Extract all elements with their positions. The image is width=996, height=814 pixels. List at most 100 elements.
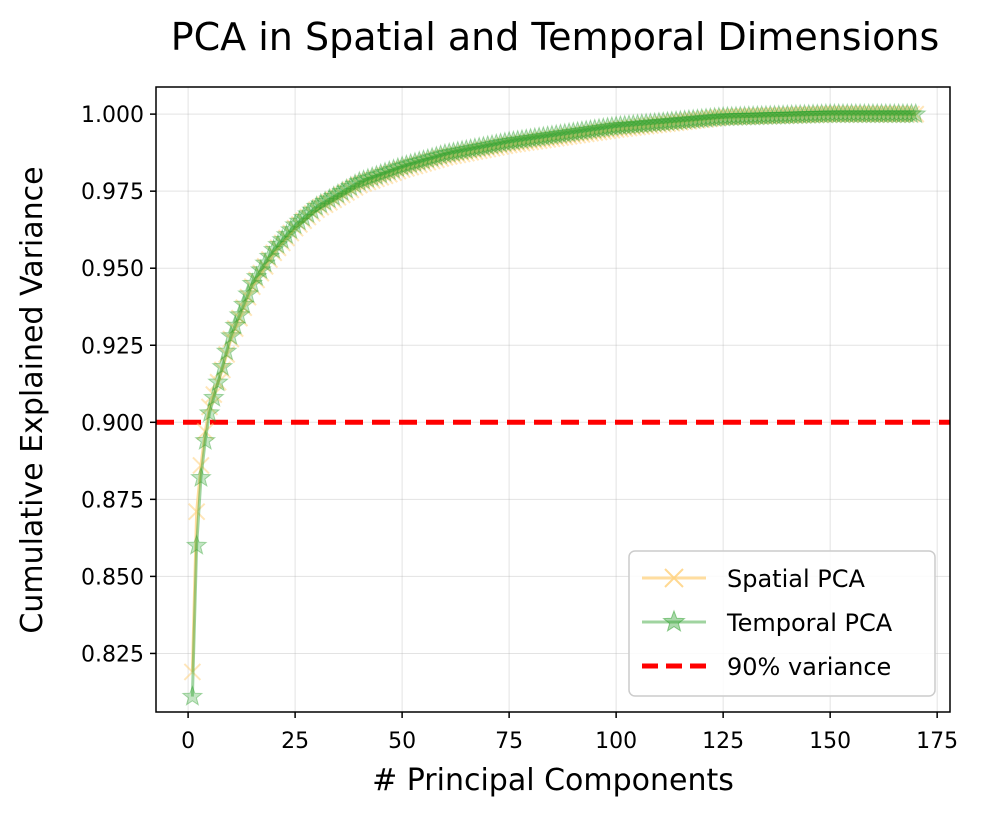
data-point	[571, 119, 593, 141]
data-point	[815, 102, 837, 124]
data-point	[324, 191, 343, 209]
data-point	[342, 181, 360, 199]
grid	[156, 87, 950, 712]
data-point	[618, 113, 640, 135]
data-point	[213, 361, 232, 379]
data-point	[337, 183, 356, 202]
data-point	[609, 114, 632, 136]
data-point	[669, 109, 692, 131]
data-point	[408, 150, 431, 171]
data-point	[868, 105, 886, 123]
x-axis-label: # Principal Components	[372, 763, 734, 798]
data-point	[810, 102, 833, 124]
data-point	[399, 152, 422, 174]
data-point	[836, 102, 859, 124]
data-point	[378, 159, 401, 181]
data-point	[322, 185, 345, 206]
data-point	[763, 104, 786, 125]
data-point	[761, 107, 779, 125]
data-point	[314, 190, 336, 211]
y-tick-label: 1.000	[81, 103, 144, 128]
data-point	[877, 105, 895, 123]
y-tick-label: 0.925	[81, 334, 144, 359]
data-point	[742, 104, 764, 126]
x-tick-label: 125	[702, 729, 744, 754]
data-point	[416, 147, 439, 169]
data-point	[327, 182, 349, 204]
data-point	[844, 102, 867, 124]
data-point	[566, 120, 589, 142]
data-point	[412, 148, 435, 170]
legend-box	[628, 550, 936, 697]
data-point	[765, 107, 784, 125]
data-point	[819, 102, 842, 124]
data-point	[506, 129, 529, 150]
data-point	[498, 130, 520, 152]
data-point	[232, 293, 255, 314]
data-point	[883, 102, 906, 124]
data-point	[297, 202, 319, 224]
data-point	[258, 245, 281, 266]
y-tick-label: 0.950	[81, 257, 144, 282]
data-point	[185, 534, 208, 555]
data-point	[755, 104, 777, 126]
data-point	[429, 143, 452, 165]
data-point	[183, 663, 202, 681]
data-point	[511, 128, 533, 150]
plot-frame	[155, 86, 951, 713]
data-point	[718, 108, 737, 126]
data-point	[853, 102, 876, 124]
data-point	[889, 105, 908, 123]
data-point	[558, 121, 580, 143]
data-point	[421, 146, 443, 168]
data-point	[665, 109, 687, 131]
y-tick-label: 0.875	[81, 488, 144, 513]
data-point	[902, 105, 921, 123]
data-point	[335, 177, 358, 199]
x-tick-label: 75	[495, 729, 523, 754]
data-point	[735, 107, 754, 126]
data-point	[588, 117, 610, 139]
data-point	[365, 164, 388, 186]
data-point	[707, 106, 730, 127]
data-point	[727, 108, 745, 126]
x-tick-label: 175	[916, 729, 958, 754]
data-point	[780, 103, 803, 125]
chart-title: PCA in Spatial and Temporal Dimensions	[171, 15, 940, 59]
data-point	[870, 102, 893, 124]
data-point	[630, 112, 653, 134]
data-point	[369, 162, 392, 184]
data-point	[703, 106, 726, 128]
data-point	[678, 108, 700, 130]
data-point	[720, 105, 743, 127]
data-point	[481, 133, 503, 155]
data-point	[864, 105, 882, 123]
data-point	[849, 102, 871, 124]
y-tick-label: 0.825	[81, 642, 144, 667]
data-point	[382, 158, 405, 179]
data-point	[222, 330, 240, 348]
legend-spatial-label: Spatial PCA	[727, 565, 865, 593]
data-point	[823, 102, 846, 124]
data-point	[239, 288, 257, 306]
data-point	[200, 398, 219, 416]
data-point	[812, 105, 831, 124]
data-point	[386, 156, 409, 178]
data-point	[464, 137, 486, 158]
data-point	[827, 102, 850, 124]
data-point	[438, 141, 461, 163]
data-point	[446, 140, 469, 161]
data-point	[220, 324, 242, 346]
legend-item-temporal-pca: Temporal PCA	[642, 609, 893, 637]
data-point	[797, 103, 820, 124]
x-tick-label: 50	[388, 729, 416, 754]
data-point	[635, 112, 657, 134]
data-point	[817, 105, 835, 123]
data-point	[455, 138, 478, 160]
data-point	[752, 107, 771, 125]
data-point	[712, 105, 735, 127]
data-point	[541, 124, 563, 145]
x-tick-label: 0	[181, 729, 195, 754]
data-point	[275, 223, 298, 245]
data-point	[489, 132, 512, 153]
